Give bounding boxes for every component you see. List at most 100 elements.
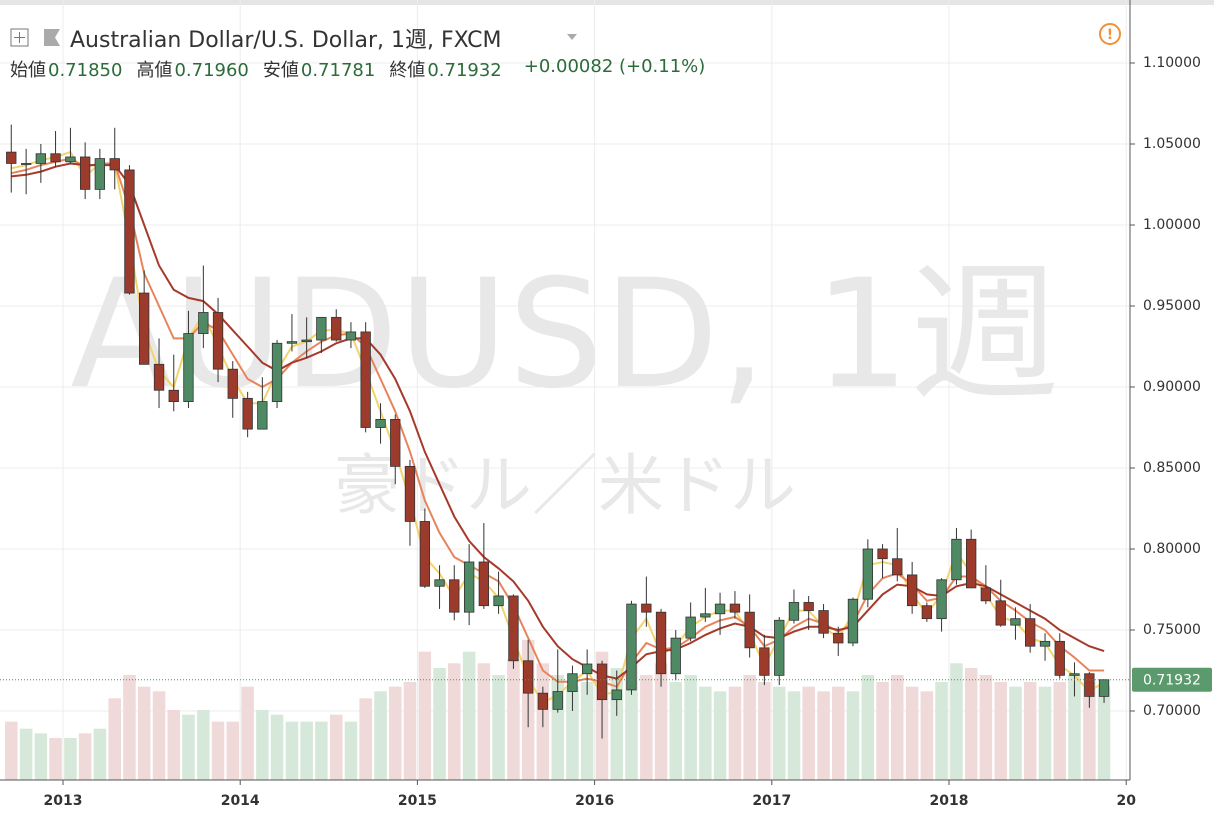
y-tick-label: 0.85000 <box>1143 460 1201 476</box>
y-tick-label: 0.75000 <box>1143 622 1201 638</box>
volume-bar <box>19 728 33 780</box>
legend-change: +0.00082 (+0.11%) <box>523 56 706 77</box>
candle-body <box>286 341 298 344</box>
volume-bar <box>197 710 210 780</box>
volume-bar <box>935 682 948 780</box>
candle-body <box>862 548 874 600</box>
candle-body <box>183 333 194 402</box>
top-border <box>0 0 1214 5</box>
candle-body <box>641 603 652 613</box>
candle-body <box>124 169 135 294</box>
candle-body <box>419 521 431 587</box>
volume-bar <box>758 682 771 780</box>
volume-bar <box>802 686 815 780</box>
dropdown-arrow[interactable] <box>567 34 577 40</box>
volume-bar <box>418 651 432 780</box>
candle-body <box>508 595 519 662</box>
legend-item: 高値 0.71960 <box>136 56 248 82</box>
last-price-tag <box>1132 667 1212 692</box>
y-tick-label: 0.70000 <box>1143 703 1201 719</box>
volume-bar <box>388 686 402 780</box>
volume-bar <box>433 668 446 780</box>
volume-bar <box>108 698 121 780</box>
expand-icon[interactable] <box>10 28 29 47</box>
x-tick-label: 2018 <box>930 793 969 809</box>
candle-body <box>877 548 888 560</box>
volume-bar <box>64 738 77 780</box>
chart-title: Australian Dollar/U.S. Dollar, 1週, FXCM <box>70 28 502 53</box>
volume-bar <box>891 675 904 780</box>
volume-bar <box>344 721 358 780</box>
volume-bar <box>403 682 417 780</box>
candle-body <box>6 151 17 164</box>
candle-body <box>449 579 460 613</box>
candle-body <box>522 660 534 694</box>
candle-body <box>906 574 918 607</box>
candle-body <box>331 316 342 341</box>
legend-label: 始値 <box>10 60 46 81</box>
volume-bar <box>817 691 830 780</box>
y-tick-label: 0.90000 <box>1143 379 1201 395</box>
legend-item: 安値 0.71781 <box>263 56 375 82</box>
volume-bar <box>566 686 579 780</box>
candle-body <box>65 156 76 163</box>
candles <box>6 124 1110 739</box>
alert-icon[interactable] <box>1099 23 1121 45</box>
candle-body <box>390 419 401 467</box>
volume-bar <box>876 682 889 780</box>
candle-body <box>257 401 268 430</box>
watermark-subtitle: 豪ドル／米ドル <box>334 447 796 524</box>
volume-bar <box>861 675 875 780</box>
candle-body <box>168 389 179 402</box>
candle-body <box>301 339 312 343</box>
x-tick-label: 2015 <box>398 793 437 809</box>
volume-bar <box>1038 686 1052 780</box>
volume-bar <box>1068 675 1081 780</box>
candle-body <box>596 663 608 701</box>
legend-value: 0.71850 <box>48 60 123 81</box>
volume-bar <box>359 698 372 780</box>
candle-body <box>478 561 490 607</box>
candle-body <box>1039 640 1051 647</box>
volume-bar <box>477 663 491 780</box>
volume-bar <box>1023 682 1037 780</box>
volume-bar <box>123 675 136 780</box>
candle-body <box>242 397 253 430</box>
y-tick-label: 0.80000 <box>1143 541 1201 557</box>
candle-body <box>803 602 814 611</box>
volume-bar <box>1009 686 1022 780</box>
legend-value: 0.71781 <box>300 60 376 81</box>
candle-body <box>818 610 829 634</box>
volume-bar <box>950 663 963 780</box>
volume-bar <box>507 658 520 780</box>
candle-body <box>833 632 844 644</box>
candle-body <box>20 163 32 165</box>
legend-label: 終値 <box>389 60 426 81</box>
candle-body <box>892 558 903 576</box>
x-tick-label: 2013 <box>44 793 83 809</box>
candle-body <box>109 158 120 171</box>
volume-bar <box>315 721 328 780</box>
candle-body <box>581 663 593 675</box>
x-tick-label: 2017 <box>752 793 791 809</box>
candle-body <box>655 611 667 675</box>
volume-bar <box>462 651 476 780</box>
candle-body <box>611 689 622 701</box>
flag-icon[interactable] <box>44 29 60 46</box>
candle-body <box>271 342 283 402</box>
candle-body <box>375 419 386 428</box>
volume-bar <box>684 675 697 780</box>
candle-body <box>847 598 859 644</box>
candle-body <box>980 587 992 602</box>
volume-bar <box>846 691 860 780</box>
candle-body <box>1069 673 1080 676</box>
volume-bar <box>492 675 505 780</box>
candle-body <box>227 368 238 399</box>
candle-body <box>626 603 637 691</box>
volume-bar <box>743 675 756 780</box>
candle-body <box>552 691 563 710</box>
candle-body <box>774 619 785 676</box>
moving-average-line <box>11 150 1105 705</box>
volume-bar <box>1083 682 1096 780</box>
